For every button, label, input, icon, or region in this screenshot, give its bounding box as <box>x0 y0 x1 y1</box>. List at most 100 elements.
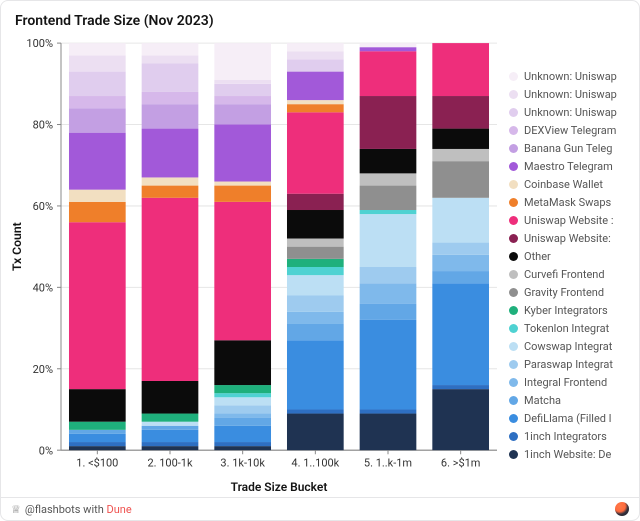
bar-segment <box>214 418 271 426</box>
legend-swatch-icon <box>509 450 518 459</box>
bar-segment <box>432 149 489 161</box>
bar-segment <box>432 43 489 96</box>
bar-segment <box>69 190 126 202</box>
bar-segment <box>142 430 199 442</box>
legend-label: Other <box>524 250 551 263</box>
legend-swatch-icon <box>509 306 518 315</box>
bar-segment <box>432 198 489 243</box>
bar-segment <box>360 214 417 267</box>
bar-segment <box>142 414 199 422</box>
legend-item[interactable]: Unknown: Uniswap <box>509 67 629 85</box>
bar-segment <box>287 247 344 259</box>
bar-segment <box>360 47 417 51</box>
bar-segment <box>214 442 271 446</box>
legend-item[interactable]: DefiLlama (Filled l <box>509 409 629 427</box>
bar-segment <box>287 275 344 295</box>
bar-segment <box>360 96 417 149</box>
svg-text:20%: 20% <box>33 363 53 376</box>
chart-body: 0%20%40%60%80%100%Tx CountTrade Size Buc… <box>1 37 639 497</box>
bar-segment <box>287 324 344 340</box>
svg-text:1. <$100: 1. <$100 <box>76 456 118 469</box>
bar-segment <box>360 267 417 283</box>
bar-segment <box>142 63 199 91</box>
legend-item[interactable]: Coinbase Wallet <box>509 175 629 193</box>
legend-item[interactable]: Gravity Frontend <box>509 283 629 301</box>
legend-swatch-icon <box>509 162 518 171</box>
legend-item[interactable]: Integral Frontend <box>509 373 629 391</box>
legend-item[interactable]: Unknown: Uniswap <box>509 85 629 103</box>
bar-segment <box>214 80 271 84</box>
legend-swatch-icon <box>509 180 518 189</box>
bar-segment <box>142 426 199 430</box>
bar-segment <box>432 389 489 450</box>
legend-item[interactable]: Kyber Integrators <box>509 301 629 319</box>
legend-label: Unknown: Uniswap <box>524 106 617 119</box>
bar-segment <box>69 108 126 132</box>
bar-segment <box>142 104 199 128</box>
crown-icon: ♕ <box>11 503 21 516</box>
svg-text:5. 1..k-1m: 5. 1..k-1m <box>364 456 412 469</box>
chart-title: Frontend Trade Size (Nov 2023) <box>1 11 639 37</box>
bar-segment <box>214 96 271 104</box>
legend-item[interactable]: 1inch Website: De <box>509 445 629 463</box>
bar-segment <box>360 414 417 451</box>
dune-logo-icon <box>615 502 629 516</box>
legend-label: Uniswap Website: <box>524 232 611 245</box>
legend-item[interactable]: Matcha <box>509 391 629 409</box>
bar-segment <box>360 409 417 413</box>
bar-segment <box>287 259 344 267</box>
legend-item[interactable]: MetaMask Swaps <box>509 193 629 211</box>
svg-text:4. 1..100k: 4. 1..100k <box>291 456 339 469</box>
svg-text:100%: 100% <box>26 37 53 50</box>
bar-segment <box>360 320 417 410</box>
legend-item[interactable]: Uniswap Website: <box>509 229 629 247</box>
svg-text:0%: 0% <box>39 444 53 457</box>
attribution-prefix: @flashbots with <box>25 503 107 516</box>
bar-segment <box>214 393 271 397</box>
legend-item[interactable]: 1inch Integrators <box>509 427 629 445</box>
legend-item[interactable]: Unknown: Uniswap <box>509 103 629 121</box>
bar-segment <box>142 422 199 426</box>
legend-label: Coinbase Wallet <box>524 178 603 191</box>
bar-segment <box>214 405 271 413</box>
bar-segment <box>432 385 489 389</box>
bar-segment <box>69 55 126 71</box>
legend-item[interactable]: Curvefi Frontend <box>509 265 629 283</box>
bar-segment <box>214 186 271 202</box>
legend-label: Gravity Frontend <box>524 286 604 299</box>
legend-item[interactable]: Cowswap Integrat <box>509 337 629 355</box>
legend-item[interactable]: Other <box>509 247 629 265</box>
legend-swatch-icon <box>509 324 518 333</box>
bar-segment <box>432 255 489 271</box>
legend-swatch-icon <box>509 126 518 135</box>
dune-link[interactable]: Dune <box>107 503 132 516</box>
chart-card: Frontend Trade Size (Nov 2023) 0%20%40%6… <box>0 0 640 521</box>
legend-swatch-icon <box>509 144 518 153</box>
bar-segment <box>69 389 126 422</box>
bar-segment <box>287 340 344 409</box>
bar-segment <box>142 55 199 63</box>
bar-segment <box>142 92 199 104</box>
legend-item[interactable]: Uniswap Website : <box>509 211 629 229</box>
bar-segment <box>142 43 199 55</box>
legend-item[interactable]: Maestro Telegram <box>509 157 629 175</box>
legend-swatch-icon <box>509 216 518 225</box>
legend-item[interactable]: DEXView Telegram <box>509 121 629 139</box>
legend-swatch-icon <box>509 252 518 261</box>
legend-label: Paraswap Integrat <box>524 358 613 371</box>
bar-segment <box>142 186 199 198</box>
legend-item[interactable]: Paraswap Integrat <box>509 355 629 373</box>
bar-segment <box>142 198 199 381</box>
bar-segment <box>214 104 271 124</box>
bar-segment <box>69 222 126 389</box>
legend-label: DEXView Telegram <box>524 124 616 137</box>
legend-swatch-icon <box>509 72 518 81</box>
legend-label: 1inch Integrators <box>524 430 607 443</box>
legend-label: Matcha <box>524 394 561 407</box>
legend-item[interactable]: Banana Gun Teleg <box>509 139 629 157</box>
legend-swatch-icon <box>509 108 518 117</box>
svg-text:2. 100-1k: 2. 100-1k <box>147 456 192 469</box>
bar-segment <box>287 414 344 451</box>
bar-segment <box>214 397 271 405</box>
legend-item[interactable]: Tokenlon Integrat <box>509 319 629 337</box>
